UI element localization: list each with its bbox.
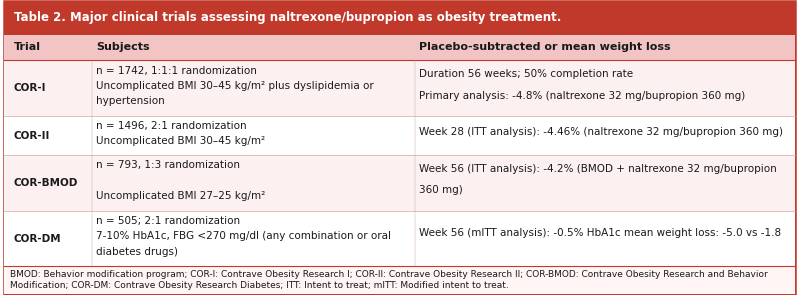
Text: Modification; COR-DM: Contrave Obesity Research Diabetes; ITT: Intent to treat; : Modification; COR-DM: Contrave Obesity R… <box>10 281 509 290</box>
Text: Week 56 (mITT analysis): -0.5% HbA1c mean weight loss: -5.0 vs -1.8: Week 56 (mITT analysis): -0.5% HbA1c mea… <box>419 228 781 238</box>
Text: Uncomplicated BMI 30–45 kg/m² plus dyslipidemia or: Uncomplicated BMI 30–45 kg/m² plus dysli… <box>96 81 374 91</box>
Text: Uncomplicated BMI 27–25 kg/m²: Uncomplicated BMI 27–25 kg/m² <box>96 191 265 201</box>
Text: Primary analysis: -4.8% (naltrexone 32 mg/bupropion 360 mg): Primary analysis: -4.8% (naltrexone 32 m… <box>419 91 745 101</box>
FancyBboxPatch shape <box>4 60 795 116</box>
Text: BMOD: Behavior modification program; COR-I: Contrave Obesity Research I; COR-II:: BMOD: Behavior modification program; COR… <box>10 270 768 279</box>
Text: n = 1496, 2:1 randomization: n = 1496, 2:1 randomization <box>96 121 247 131</box>
Text: n = 793, 1:3 randomization: n = 793, 1:3 randomization <box>96 160 240 170</box>
FancyBboxPatch shape <box>4 266 795 294</box>
FancyBboxPatch shape <box>4 1 795 35</box>
FancyBboxPatch shape <box>4 211 795 266</box>
FancyBboxPatch shape <box>4 155 795 211</box>
Text: n = 1742, 1:1:1 randomization: n = 1742, 1:1:1 randomization <box>96 65 256 76</box>
Text: 360 mg): 360 mg) <box>419 186 463 196</box>
Text: hypertension: hypertension <box>96 96 165 106</box>
Text: Placebo-subtracted or mean weight loss: Placebo-subtracted or mean weight loss <box>419 42 671 53</box>
Text: COR-II: COR-II <box>14 131 50 141</box>
Text: Subjects: Subjects <box>96 42 149 53</box>
Text: 7-10% HbA1c, FBG <270 mg/dl (any combination or oral: 7-10% HbA1c, FBG <270 mg/dl (any combina… <box>96 231 391 241</box>
Text: Table 2. Major clinical trials assessing naltrexone/bupropion as obesity treatme: Table 2. Major clinical trials assessing… <box>14 12 561 24</box>
Text: Trial: Trial <box>14 42 41 53</box>
Text: COR-DM: COR-DM <box>14 234 62 244</box>
Text: Week 56 (ITT analysis): -4.2% (BMOD + naltrexone 32 mg/bupropion: Week 56 (ITT analysis): -4.2% (BMOD + na… <box>419 164 777 174</box>
Text: n = 505; 2:1 randomization: n = 505; 2:1 randomization <box>96 216 240 226</box>
Text: Duration 56 weeks; 50% completion rate: Duration 56 weeks; 50% completion rate <box>419 69 634 79</box>
FancyBboxPatch shape <box>4 1 795 294</box>
FancyBboxPatch shape <box>4 35 795 60</box>
Text: Uncomplicated BMI 30–45 kg/m²: Uncomplicated BMI 30–45 kg/m² <box>96 136 265 146</box>
Text: diabetes drugs): diabetes drugs) <box>96 247 178 257</box>
Text: COR-BMOD: COR-BMOD <box>14 178 78 188</box>
Text: Week 28 (ITT analysis): -4.46% (naltrexone 32 mg/bupropion 360 mg): Week 28 (ITT analysis): -4.46% (naltrexo… <box>419 127 784 137</box>
FancyBboxPatch shape <box>4 116 795 155</box>
Text: COR-I: COR-I <box>14 83 46 93</box>
